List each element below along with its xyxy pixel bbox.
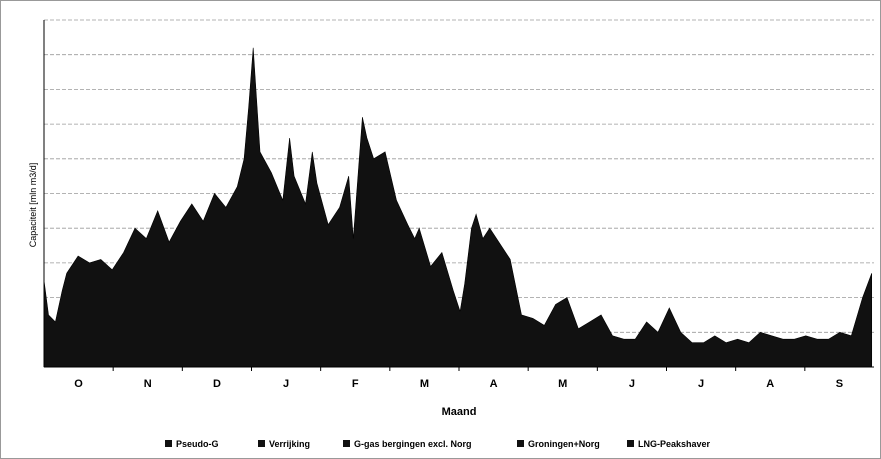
x-tick-label: J xyxy=(283,378,289,390)
legend-entry: LNG-Peakshaver xyxy=(627,439,711,449)
legend-swatch xyxy=(258,440,265,447)
x-tick-label: A xyxy=(766,378,774,390)
x-tick-label: M xyxy=(558,378,567,390)
legend-swatch xyxy=(517,440,524,447)
x-tick-label: D xyxy=(213,378,221,390)
legend-swatch xyxy=(343,440,350,447)
x-tick-label: A xyxy=(490,378,498,390)
x-tick-label: J xyxy=(629,378,635,390)
legend-entry: Groningen+Norg xyxy=(517,439,600,449)
x-axis-label: Maand xyxy=(442,406,477,418)
y-axis-label: Capaciteit [mln m3/d] xyxy=(28,163,38,248)
x-tick-label: N xyxy=(144,378,152,390)
legend-entry: Verrijking xyxy=(258,439,310,449)
legend-label: Pseudo-G xyxy=(176,439,219,449)
legend-swatch xyxy=(627,440,634,447)
legend-entry: Pseudo-G xyxy=(165,439,219,449)
x-tick-label: J xyxy=(698,378,704,390)
legend-label: LNG-Peakshaver xyxy=(638,439,711,449)
legend-label: Verrijking xyxy=(269,439,310,449)
x-tick-label: F xyxy=(352,378,359,390)
legend-label: Groningen+Norg xyxy=(528,439,600,449)
x-tick-label: S xyxy=(836,378,843,390)
x-tick-label: O xyxy=(74,378,83,390)
legend: Pseudo-G Verrijking G-gas bergingen excl. … xyxy=(165,439,711,449)
x-tick-label: M xyxy=(420,378,429,390)
legend-swatch xyxy=(165,440,172,447)
legend-entry: G-gas bergingen excl. Norg xyxy=(343,439,472,449)
legend-label: G-gas bergingen excl. Norg xyxy=(354,439,472,449)
series-area xyxy=(43,47,873,368)
